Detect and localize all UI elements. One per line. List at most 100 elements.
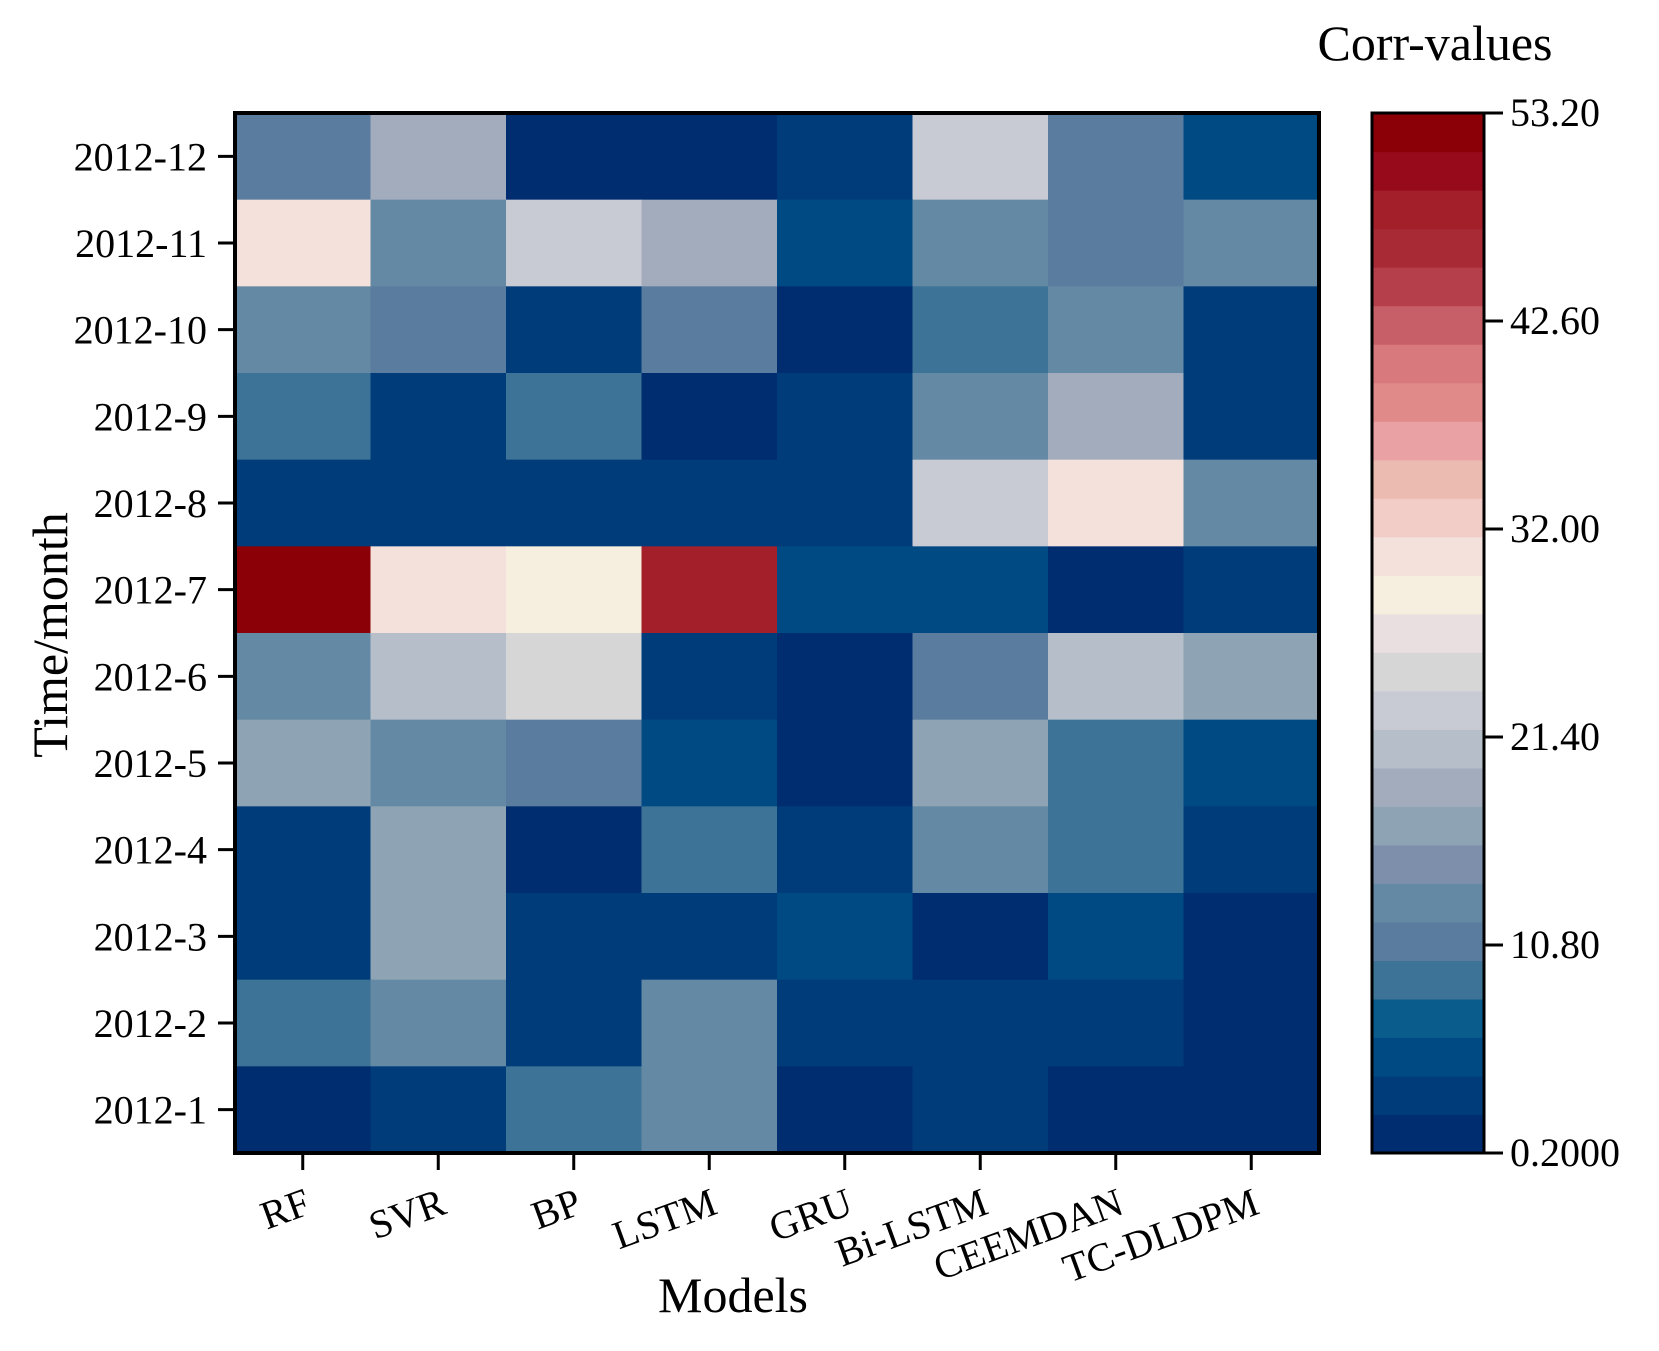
colorbar-segment [1372,1114,1484,1154]
heatmap-cell-2012-3-LSTM [641,893,778,981]
heatmap-cell-2012-8-TC-DLDPM [1183,459,1320,547]
heatmap-cell-2012-7-RF [235,546,372,634]
heatmap-cell-2012-6-LSTM [641,633,778,721]
heatmap-cell-2012-12-TC-DLDPM [1183,113,1320,201]
y-axis-title: Time/month [22,512,78,757]
colorbar-segment [1372,998,1484,1039]
heatmap-cell-2012-2-BP [506,979,643,1067]
heatmap-cell-2012-1-CEEMDAN [1048,1066,1185,1154]
heatmap-cell-2012-1-BP [506,1066,643,1154]
colorbar-frame [1370,111,1486,1155]
heatmap-cell-2012-3-SVR [370,893,507,981]
x-tick-label: LSTM [607,1179,723,1258]
y-tick-label: 2012-7 [94,568,207,613]
heatmap-cell-2012-2-LSTM [641,979,778,1067]
heatmap-cell-2012-6-TC-DLDPM [1183,633,1320,721]
heatmap-cell-2012-12-Bi-LSTM [912,113,1049,201]
heatmap-cell-2012-6-GRU [777,633,914,721]
heatmap-cell-2012-8-Bi-LSTM [912,459,1049,547]
colorbar-segment [1372,498,1484,538]
heatmap-cell-2012-5-SVR [370,719,507,807]
heatmap-cell-2012-9-TC-DLDPM [1183,373,1320,461]
heatmap-cell-2012-9-LSTM [641,373,778,461]
heatmap-cell-2012-12-SVR [370,113,507,201]
y-tick-label: 2012-6 [94,654,207,699]
heatmap-cell-2012-8-BP [506,459,643,547]
y-tick-label: 2012-3 [94,914,207,959]
heatmap-cell-2012-12-LSTM [641,113,778,201]
heatmap-cell-2012-4-TC-DLDPM [1183,806,1320,894]
heatmap-cell-2012-7-CEEMDAN [1048,546,1185,634]
y-tick-label: 2012-10 [74,308,207,353]
x-tick-label: SVR [363,1179,452,1248]
heatmap-cell-2012-11-GRU [777,199,914,287]
heatmap-cell-2012-3-GRU [777,893,914,981]
heatmap-cell-2012-9-RF [235,373,372,461]
heatmap-cell-2012-4-Bi-LSTM [912,806,1049,894]
heatmap-cell-2012-12-GRU [777,113,914,201]
heatmap-cell-2012-11-Bi-LSTM [912,199,1049,287]
heatmap-cell-2012-10-SVR [370,286,507,374]
heatmap-cell-2012-8-GRU [777,459,914,547]
colorbar-segment [1372,305,1484,345]
heatmap-cell-2012-7-GRU [777,546,914,634]
heatmap-cell-2012-8-RF [235,459,372,547]
heatmap-cell-2012-9-CEEMDAN [1048,373,1185,461]
heatmap-cell-2012-9-Bi-LSTM [912,373,1049,461]
colorbar-segment [1372,113,1484,153]
colorbar-segment [1372,690,1484,730]
heatmap-cell-2012-9-BP [506,373,643,461]
colorbar-segment [1372,1075,1484,1116]
heatmap-cell-2012-10-RF [235,286,372,374]
heatmap-cell-2012-5-CEEMDAN [1048,719,1185,807]
colorbar-segment [1372,459,1484,499]
heatmap-cell-2012-9-SVR [370,373,507,461]
heatmap-cells [235,113,1320,1154]
heatmap-cell-2012-7-TC-DLDPM [1183,546,1320,634]
x-tick-label: RF [254,1179,315,1238]
colorbar: 53.20 42.60 32.00 21.40 10.80 0.2000 [1372,90,1620,1175]
heatmap-cell-2012-12-BP [506,113,643,201]
y-tick-label: 2012-12 [74,134,207,179]
heatmap-cell-2012-11-TC-DLDPM [1183,199,1320,287]
heatmap-cell-2012-10-GRU [777,286,914,374]
colorbar-tick-label: 0.2000 [1510,1130,1620,1175]
heatmap-cell-2012-6-Bi-LSTM [912,633,1049,721]
heatmap-cell-2012-10-TC-DLDPM [1183,286,1320,374]
heatmap-cell-2012-10-BP [506,286,643,374]
heatmap-cell-2012-8-SVR [370,459,507,547]
heatmap-cell-2012-5-GRU [777,719,914,807]
colorbar-segment [1372,1037,1484,1077]
x-axis-title: Models [658,1267,808,1323]
colorbar-segment [1372,421,1484,461]
y-tick-label: 2012-2 [94,1001,207,1046]
heatmap-cell-2012-4-RF [235,806,372,894]
y-tick-label: 2012-11 [75,221,207,266]
heatmap-cell-2012-4-GRU [777,806,914,894]
heatmap-cell-2012-4-CEEMDAN [1048,806,1185,894]
heatmap-cell-2012-3-BP [506,893,643,981]
heatmap-cell-2012-11-CEEMDAN [1048,199,1185,287]
heatmap-cell-2012-1-SVR [370,1066,507,1154]
heatmap-cell-2012-1-LSTM [641,1066,778,1154]
heatmap-cell-2012-1-TC-DLDPM [1183,1066,1320,1154]
colorbar-segment [1372,382,1484,422]
heatmap-cell-2012-7-BP [506,546,643,634]
heatmap-cell-2012-1-RF [235,1066,372,1154]
heatmap-cell-2012-3-TC-DLDPM [1183,893,1320,981]
heatmap-cell-2012-12-CEEMDAN [1048,113,1185,201]
heatmap-cell-2012-2-SVR [370,979,507,1067]
heatmap-cell-2012-8-CEEMDAN [1048,459,1185,547]
heatmap-cell-2012-12-RF [235,113,372,201]
y-tick-label: 2012-8 [94,481,207,526]
heatmap-cell-2012-11-BP [506,199,643,287]
colorbar-segment [1372,613,1484,653]
heatmap-cell-2012-3-RF [235,893,372,981]
heatmap-cell-2012-3-CEEMDAN [1048,893,1185,981]
heatmap-cell-2012-11-RF [235,199,372,287]
y-tick-label: 2012-5 [94,741,207,786]
colorbar-segment [1372,344,1484,384]
colorbar-segment [1372,190,1484,230]
